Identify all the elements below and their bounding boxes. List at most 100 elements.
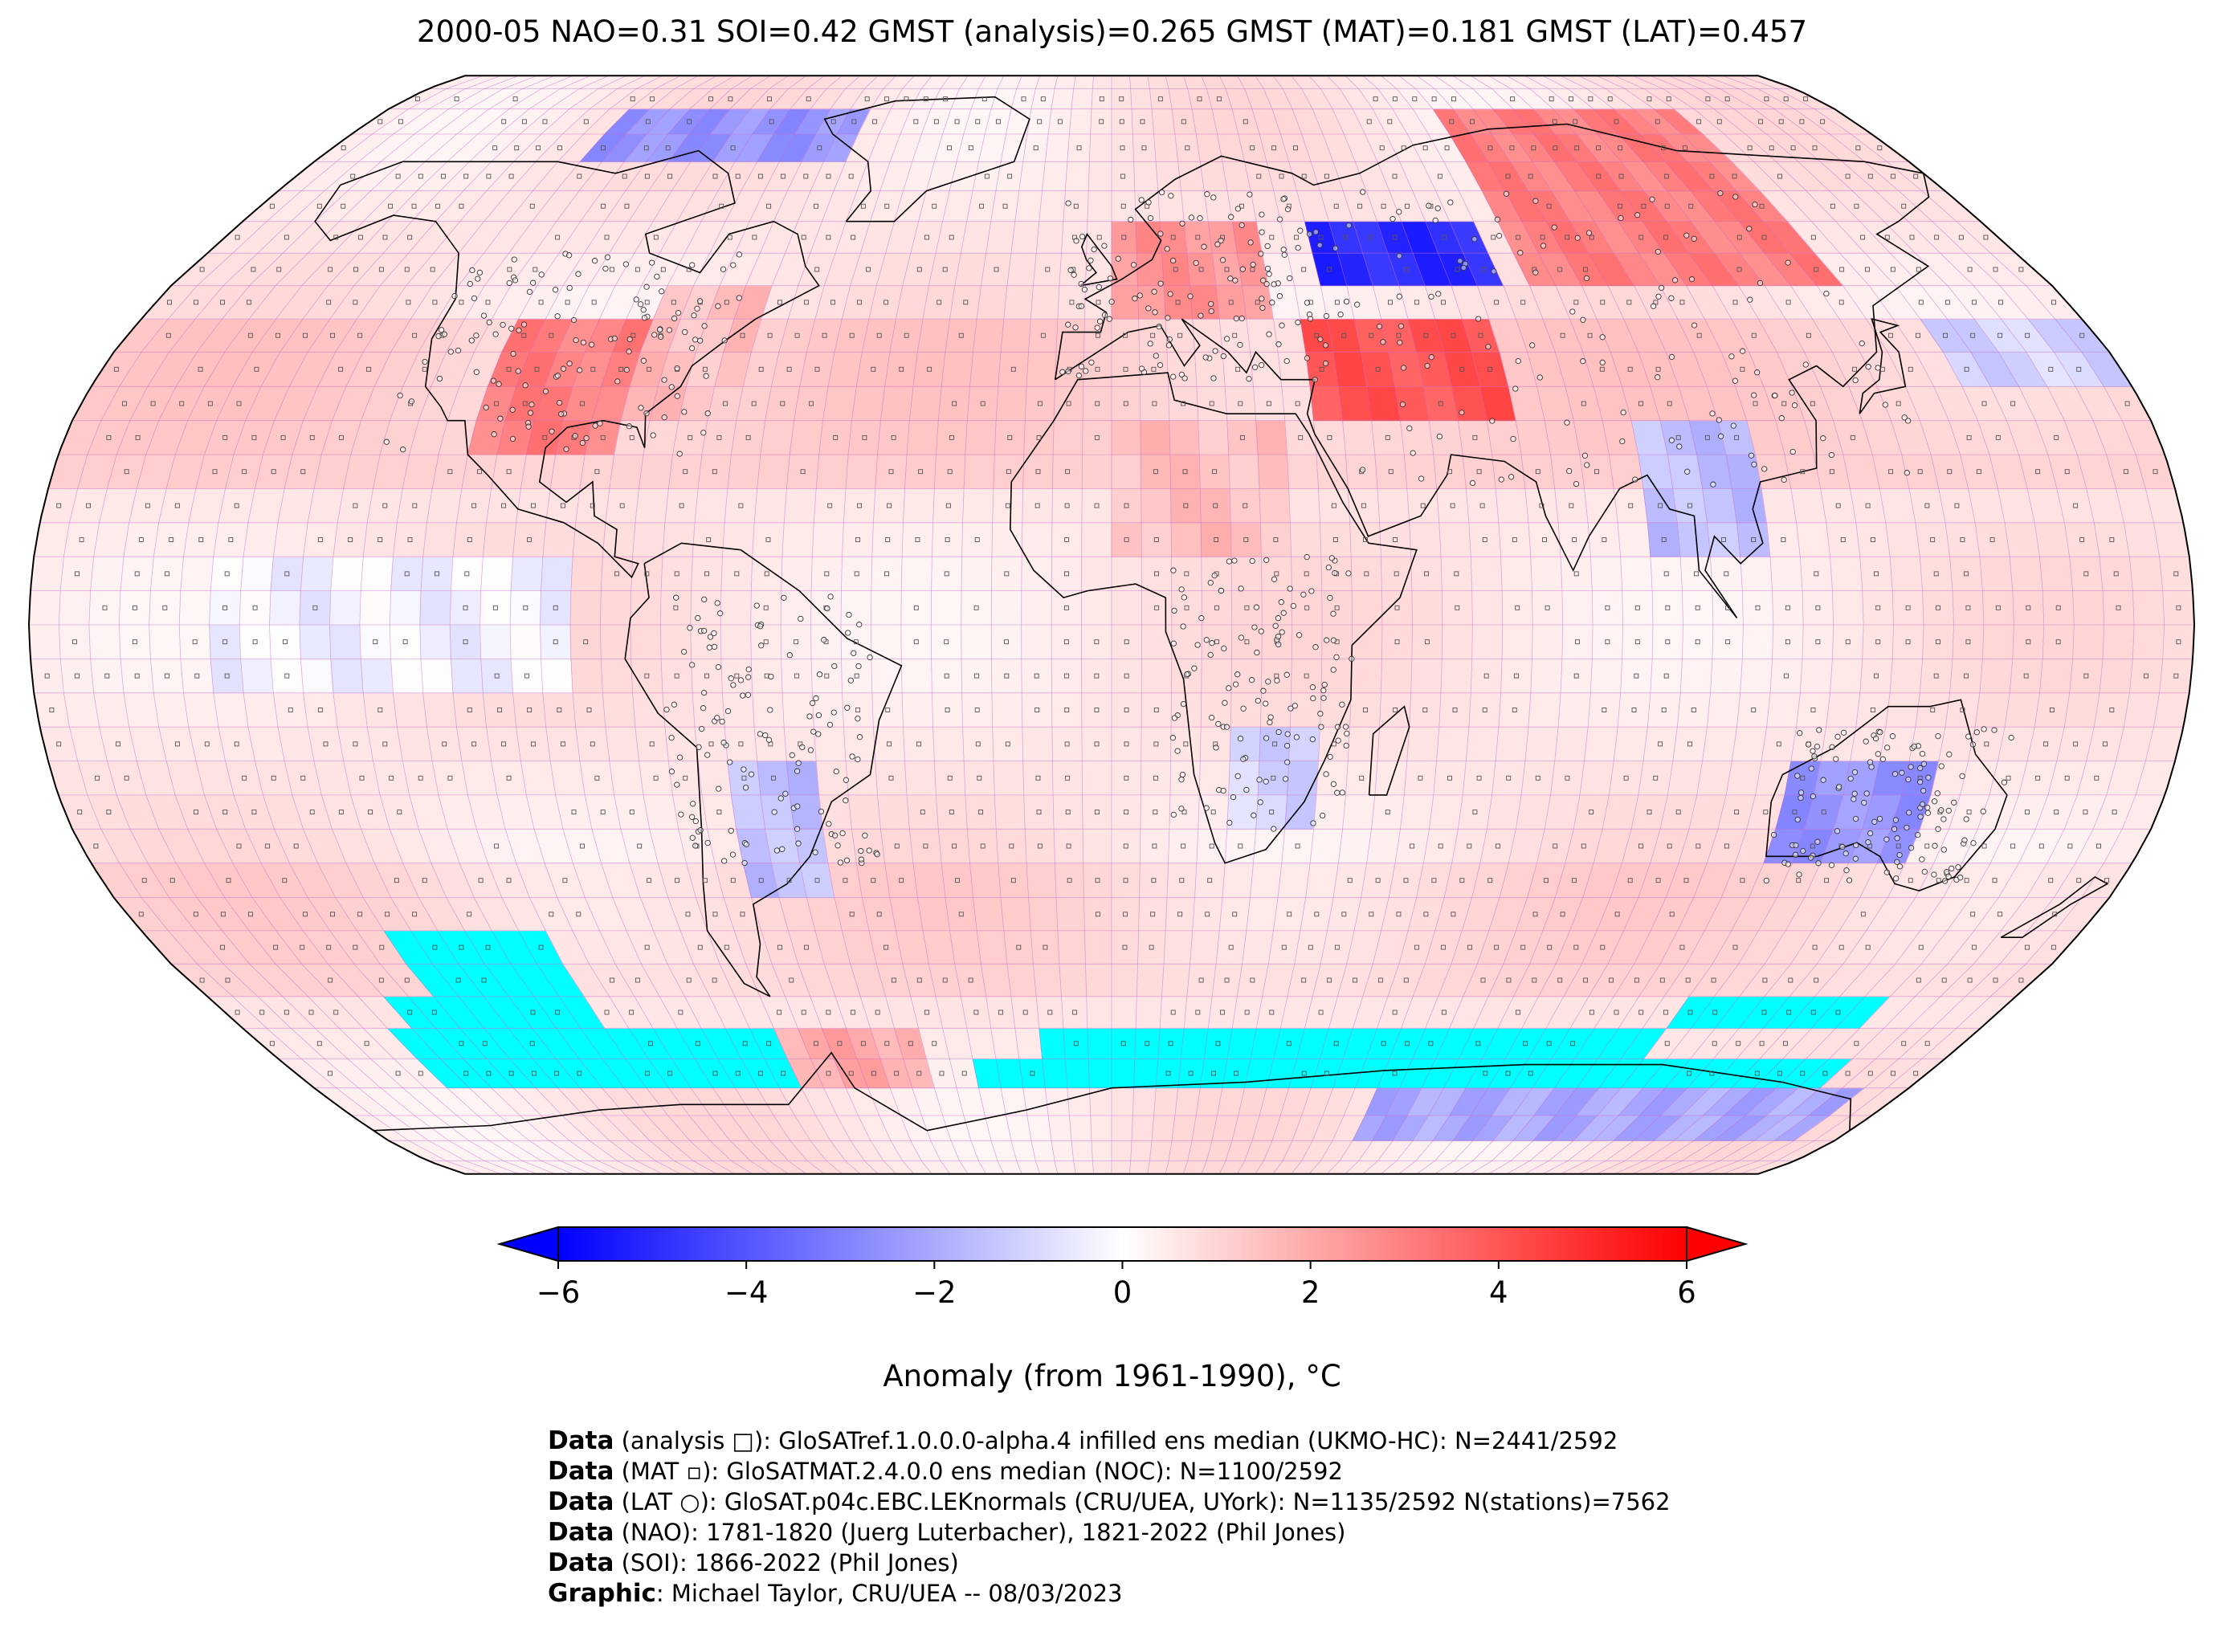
anomaly-cell: [396, 488, 433, 524]
station-marker: [575, 271, 582, 277]
anomaly-cell: [1802, 624, 1834, 659]
station-marker: [1814, 838, 1821, 845]
anomaly-cell: [908, 828, 942, 864]
anomaly-cell: [272, 692, 308, 728]
credit-heading: Data: [548, 1457, 614, 1486]
station-marker: [1300, 591, 1307, 598]
anomaly-cell: [630, 590, 662, 626]
anomaly-cell: [1111, 996, 1137, 1029]
anomaly-cell: [969, 863, 1002, 899]
station-marker: [700, 430, 707, 436]
station-marker: [1197, 215, 1203, 222]
anomaly-cell: [210, 659, 244, 694]
credit-line-soi: Data (SOI): 1866-2022 (Phil Jones): [548, 1548, 2074, 1578]
anomaly-cell: [973, 318, 1005, 353]
station-marker: [1297, 227, 1304, 234]
anomaly-cell: [1149, 88, 1173, 110]
anomaly-cell: [1291, 624, 1323, 659]
station-marker: [1380, 339, 1386, 345]
anomaly-cell: [1024, 828, 1055, 864]
station-marker: [1494, 216, 1501, 222]
anomaly-cell: [1651, 590, 1683, 626]
station-marker: [1065, 321, 1071, 328]
anomaly-cell: [966, 385, 999, 422]
anomaly-cell: [1081, 454, 1112, 489]
anomaly-cell: [900, 556, 932, 591]
anomaly-cell: [1111, 318, 1140, 353]
anomaly-cell: [1981, 624, 2014, 659]
station-marker: [1170, 640, 1177, 647]
station-marker: [1184, 671, 1190, 678]
station-marker: [730, 262, 737, 268]
station-marker: [1284, 759, 1291, 765]
station-marker: [724, 708, 732, 715]
anomaly-cell: [549, 454, 586, 489]
station-marker: [1793, 842, 1799, 849]
station-marker: [1781, 476, 1787, 483]
station-marker: [1276, 216, 1283, 222]
station-marker: [1281, 251, 1287, 258]
anomaly-cell: [1740, 659, 1773, 694]
credit-text: (LAT ○): GloSAT.p04c.EBC.LEKnormals (CRU…: [614, 1488, 1671, 1515]
station-marker: [1981, 726, 1987, 732]
station-marker: [824, 605, 830, 612]
station-marker: [1251, 364, 1259, 370]
anomaly-cell: [845, 761, 878, 796]
anomaly-cell: [58, 590, 92, 626]
station-marker: [1655, 374, 1661, 381]
anomaly-cell: [509, 590, 541, 626]
anomaly-cell: [1672, 726, 1708, 761]
anomaly-cell: [2093, 522, 2130, 557]
anomaly-cell: [691, 556, 723, 591]
station-marker: [579, 439, 586, 447]
anomaly-cell: [750, 624, 782, 659]
anomaly-cell: [303, 692, 338, 728]
anomaly-cell: [452, 692, 487, 728]
station-marker: [1925, 774, 1932, 781]
station-marker: [1789, 390, 1795, 396]
station-marker: [1207, 579, 1214, 586]
anomaly-cell: [419, 590, 451, 626]
station-marker: [874, 851, 880, 858]
station-marker: [1343, 742, 1349, 749]
anomaly-cell: [757, 761, 790, 796]
station-marker: [1310, 695, 1316, 702]
station-marker: [1223, 336, 1230, 342]
station-marker: [572, 433, 578, 439]
station-marker: [516, 327, 522, 333]
anomaly-cell: [810, 659, 843, 694]
anomaly-cell: [903, 488, 935, 524]
anomaly-cell: [1651, 624, 1683, 659]
anomaly-cell: [1591, 590, 1624, 626]
station-marker: [1398, 323, 1405, 329]
station-marker: [1239, 222, 1245, 229]
anomaly-cell: [1051, 726, 1083, 761]
anomaly-cell: [949, 285, 981, 320]
station-marker: [1293, 734, 1300, 740]
anomaly-cell: [1400, 794, 1434, 830]
anomaly-cell: [30, 556, 64, 591]
station-marker: [786, 652, 793, 659]
station-marker: [641, 315, 648, 321]
anomaly-cell: [701, 420, 737, 455]
anomaly-cell: [965, 420, 997, 455]
station-marker: [1935, 732, 1941, 740]
station-marker: [866, 847, 872, 854]
station-marker: [1349, 655, 1355, 662]
anomaly-cell: [994, 420, 1026, 455]
station-marker: [795, 840, 802, 846]
anomaly-cell: [901, 522, 934, 557]
station-marker: [847, 677, 854, 683]
station-marker: [1321, 681, 1328, 688]
station-marker: [1174, 748, 1181, 754]
anomaly-cell: [1064, 161, 1090, 192]
anomaly-cell: [1082, 794, 1112, 830]
station-marker: [821, 637, 827, 643]
anomaly-cell: [871, 556, 903, 591]
anomaly-cell: [570, 659, 603, 694]
station-marker: [689, 262, 696, 268]
anomaly-cell: [1092, 75, 1112, 89]
station-marker: [1181, 375, 1188, 381]
station-marker: [826, 721, 834, 728]
station-marker: [1251, 812, 1257, 818]
